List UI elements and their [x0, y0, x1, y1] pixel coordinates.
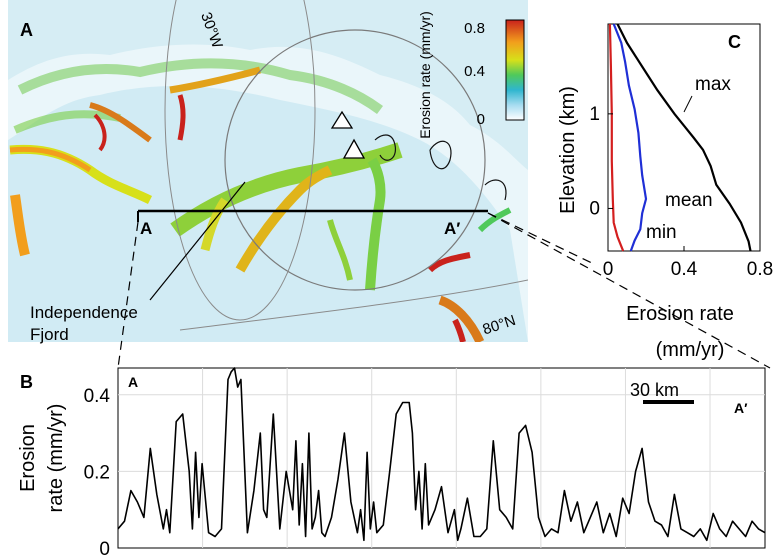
y-tick-label: 0.4	[84, 386, 111, 407]
triangle-marker	[342, 138, 366, 159]
valley	[10, 194, 30, 257]
profile-b-start-label: A	[128, 374, 138, 390]
series-label-min: min	[646, 222, 677, 243]
colorbar-title: Erosion rate (mm/yr)	[417, 11, 433, 139]
valley	[438, 295, 485, 342]
coast-band	[13, 110, 121, 134]
fjord-branch	[327, 219, 353, 281]
colorbar-tick: 0.8	[464, 20, 485, 37]
coast-band	[17, 58, 383, 115]
erosion-profile-panel: 00.20.4 A A′ 30 km Erosion rate (mm/yr) …	[17, 367, 766, 556]
colorbar-tick: 0.4	[464, 63, 485, 80]
series-leader-max	[683, 95, 693, 113]
profile-start-label: A	[140, 219, 152, 238]
series-label-mean: mean	[665, 190, 713, 211]
triangle-marker	[330, 110, 354, 129]
scalebar-label: 30 km	[630, 380, 679, 400]
x-tick-label: 0.4	[671, 259, 698, 280]
y-tick-label: 0	[589, 198, 600, 219]
connector-dashed	[487, 212, 597, 266]
fjord-branch	[200, 197, 229, 252]
graticule-meridian	[164, 0, 316, 321]
panel-c-xlabel: Erosion rate	[626, 303, 734, 325]
coastline	[374, 134, 397, 161]
y-tick-label: 0	[99, 539, 110, 556]
fjord-leader-line	[149, 181, 246, 301]
panel-c-marks: 0 0.4 0.8 0 1	[589, 23, 773, 280]
place-label-line2: Fjord	[30, 325, 69, 344]
graticule-parallel	[179, 279, 528, 331]
elevation-profile-panel: 0 0.4 0.801 C max mean min Elevation (km) …	[557, 23, 773, 361]
panel-label-b: B	[20, 372, 33, 392]
fjord-branch	[365, 157, 386, 291]
series-label-max: max	[695, 74, 731, 95]
valley	[427, 252, 471, 273]
connector-dashed	[117, 221, 139, 369]
x-tick-label: 0.8	[747, 259, 773, 280]
valley	[177, 94, 186, 141]
colorbar-tick: 0	[477, 111, 485, 128]
series-line-mean	[612, 23, 648, 252]
graticule-circle	[224, 29, 486, 291]
y-tick-label: 0.2	[84, 462, 110, 483]
panel-b-ylabel-line1: Erosion	[17, 424, 39, 492]
fjord-branch	[235, 165, 333, 273]
valley	[477, 207, 512, 233]
fjord-trunk	[170, 142, 403, 237]
series-line-min	[608, 23, 625, 252]
panel-b-ylabel-line2: rate (mm/yr)	[45, 404, 67, 513]
panel-b-marks: 0 0.2 0.4	[84, 367, 766, 556]
connector-dashed	[487, 212, 771, 369]
valley	[452, 318, 466, 342]
panel-c-ylabel: Elevation (km)	[557, 86, 579, 214]
map-area	[8, 0, 528, 342]
valley	[89, 102, 152, 143]
valley	[93, 113, 107, 152]
coastline	[429, 140, 452, 170]
panel-label-a: A	[20, 20, 33, 40]
panel-b-frame	[117, 367, 766, 549]
profile-b-end-label: A′	[734, 400, 748, 416]
colorbar	[505, 19, 525, 121]
coastline	[484, 179, 507, 201]
valley-core	[9, 146, 92, 173]
profile-end-label: A′	[444, 219, 460, 238]
map-panel: A A′ 30°W 80°N Independence Fjord 0.8 0.…	[8, 0, 528, 344]
panel-c-xlabel-unit: (mm/yr)	[656, 339, 725, 361]
valley	[169, 66, 261, 94]
x-tick-label: 0	[603, 259, 614, 280]
y-tick-label: 1	[589, 104, 600, 125]
panel-label-c: C	[728, 32, 741, 52]
place-label-line1: Independence	[30, 303, 138, 322]
erosion-profile-line	[117, 367, 766, 542]
series-line-max	[616, 23, 752, 252]
